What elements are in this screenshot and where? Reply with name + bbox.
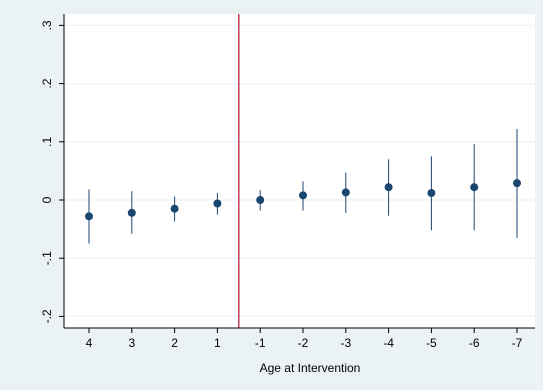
x-tick-label: -2 [298,336,309,350]
point-estimate [341,188,350,197]
point-estimate [170,204,179,213]
x-tick-label: 3 [128,336,135,350]
y-tick-label: 0 [40,196,54,203]
point-estimate [427,189,436,198]
point-estimate [256,196,265,204]
point-estimate [85,212,93,221]
point-estimate [127,208,136,217]
x-tick-label: 4 [86,336,93,350]
x-tick-label: -3 [340,336,351,350]
point-estimate [470,183,479,192]
points [85,179,521,221]
y-tick-label: .3 [40,20,54,30]
y-tick-label: .1 [40,136,54,146]
plot-background [64,14,535,328]
y-tick-label: -.1 [40,251,54,265]
x-tick-label: 2 [171,336,178,350]
x-tick-label: -6 [469,336,480,350]
grid [64,24,535,317]
x-tick-label: -7 [512,336,523,350]
x-axis-title: Age at Intervention [260,361,361,375]
x-tick-label: 1 [214,336,221,350]
y-tick-label: .2 [40,78,54,88]
x-tick-label: -4 [383,336,394,350]
point-estimate [384,183,393,192]
y-tick-label: -.2 [40,309,54,323]
x-tick-label: -5 [426,336,437,350]
axes: -.2 -.1 0 .1 .2 .3 4 3 2 1 -1 -2 -3 -4 -5 -6 -7 [40,14,535,350]
point-estimate [213,199,222,208]
point-estimate [299,191,307,200]
x-tick-label: -1 [255,336,266,350]
point-estimate [513,179,521,188]
